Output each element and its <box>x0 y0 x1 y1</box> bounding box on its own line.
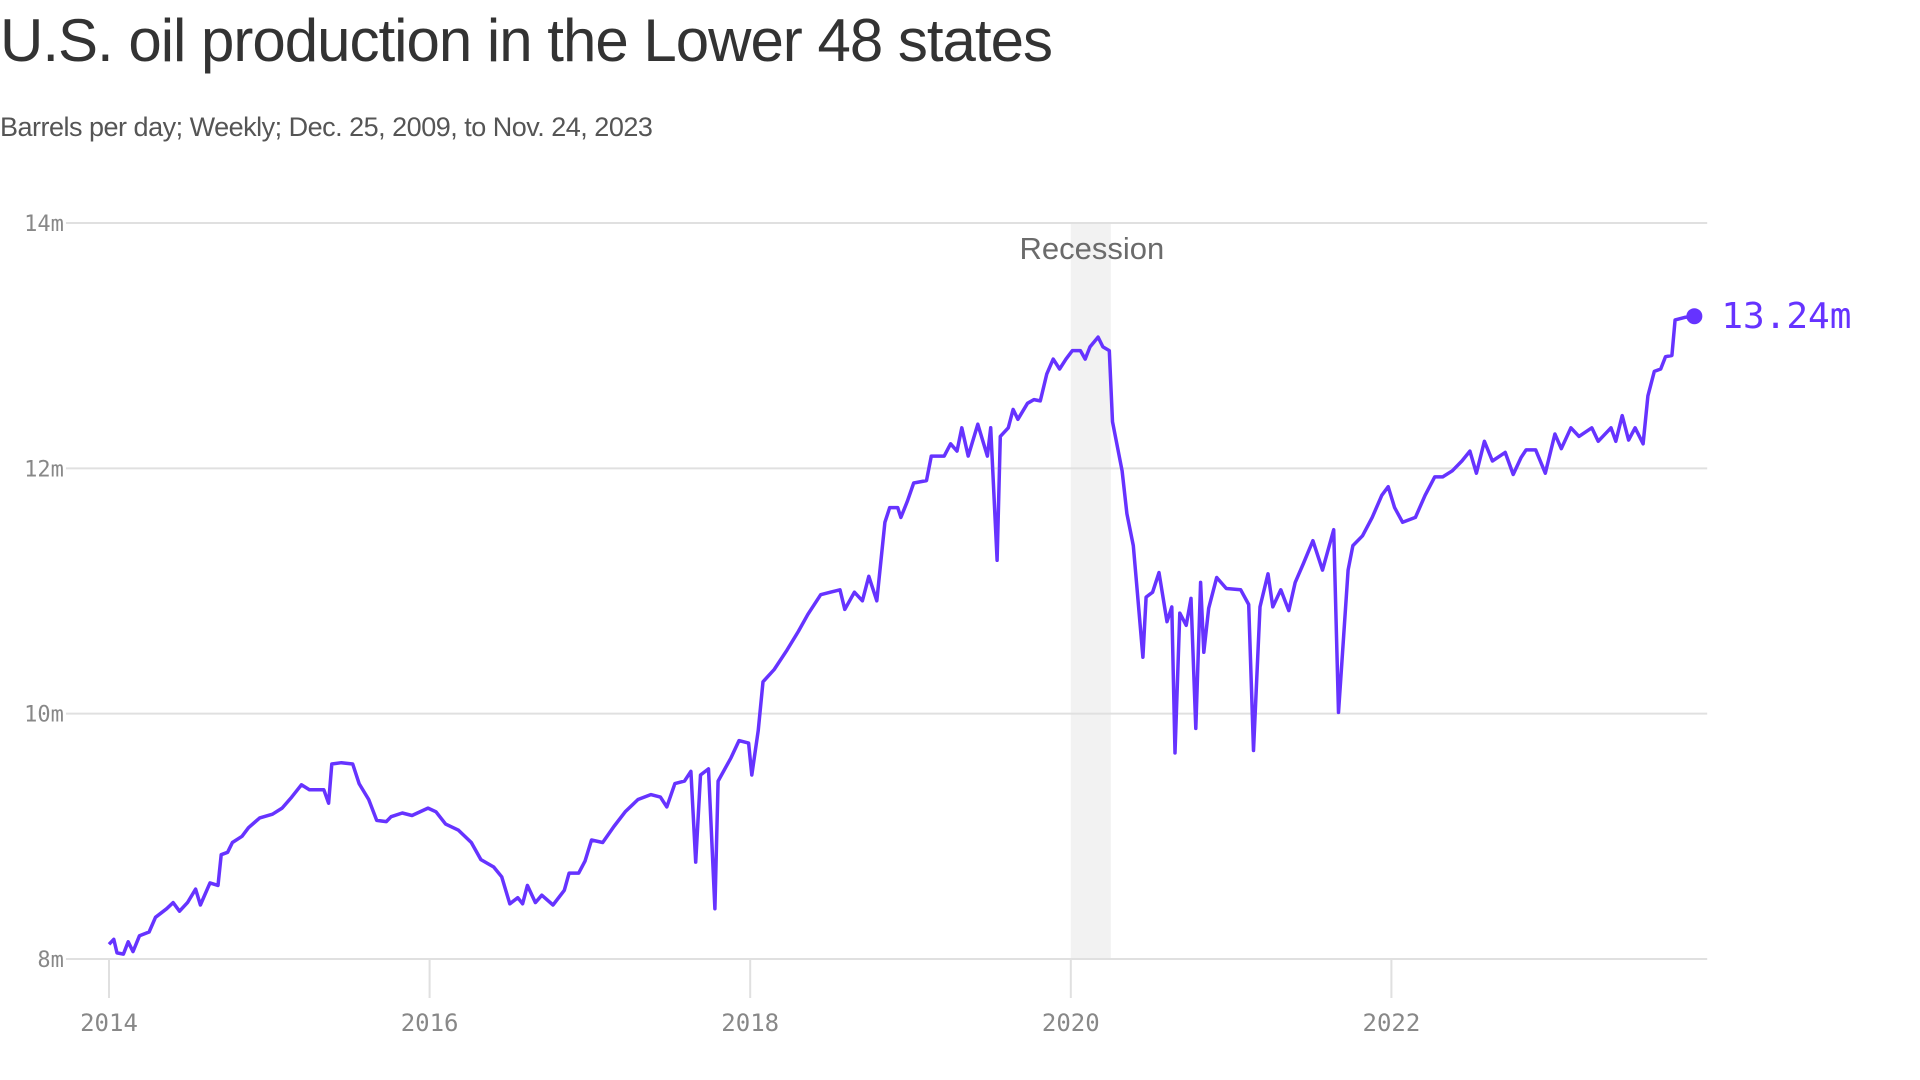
recession-label: Recession <box>1019 231 1164 266</box>
x-tick-label: 2018 <box>721 1009 779 1037</box>
last-value-dot <box>1686 308 1703 325</box>
x-axis: 2014 2016 2018 2020 2022 <box>80 959 1420 1037</box>
y-tick-label: 12m <box>24 457 64 482</box>
series-line-oil-production <box>107 314 1695 956</box>
recession-band-group <box>1070 222 1111 960</box>
x-tick-label: 2020 <box>1042 1009 1100 1037</box>
x-tick-label: 2014 <box>80 1009 138 1037</box>
y-tick-label: 10m <box>24 703 64 728</box>
last-value-label: 13.24m <box>1721 296 1851 337</box>
y-gridlines: 14m 12m 10m 8m <box>24 212 1708 973</box>
chart-subtitle: Barrels per day; Weekly; Dec. 25, 2009, … <box>0 112 653 142</box>
y-tick-label: 14m <box>24 212 64 237</box>
recession-band <box>1070 222 1111 960</box>
y-tick-label: 8m <box>37 948 64 973</box>
x-tick-label: 2022 <box>1363 1009 1421 1037</box>
chart-title: U.S. oil production in the Lower 48 stat… <box>0 7 1053 74</box>
x-tick-label: 2016 <box>401 1009 459 1037</box>
